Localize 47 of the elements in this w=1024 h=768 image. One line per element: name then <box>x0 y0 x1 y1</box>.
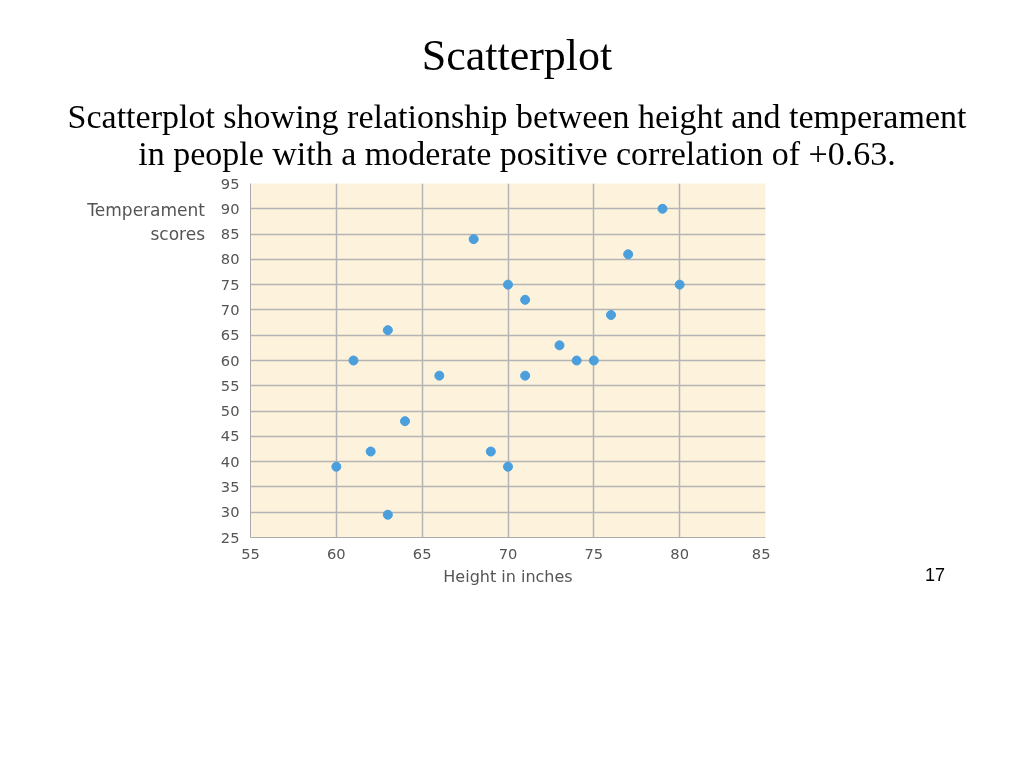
y-tick-label: 40 <box>220 452 240 470</box>
x-tick-label: 85 <box>751 544 771 562</box>
point <box>348 355 359 366</box>
point <box>331 461 342 472</box>
y-tick-label: 45 <box>220 426 240 444</box>
y-tick-label: 60 <box>220 351 240 369</box>
point <box>520 294 531 305</box>
point <box>588 355 599 366</box>
point <box>554 339 565 350</box>
x-tick-label: 60 <box>327 544 346 562</box>
point <box>382 324 393 335</box>
x-tick-label: 65 <box>412 544 432 562</box>
y-tick-label: 50 <box>220 401 240 419</box>
x-tick-label: 80 <box>670 544 689 562</box>
point <box>382 509 393 520</box>
point <box>400 415 410 426</box>
x-tick-label: 70 <box>498 544 518 562</box>
point <box>674 279 685 290</box>
chart-title: Scatterplot <box>421 30 613 82</box>
point <box>606 309 616 320</box>
point <box>503 279 513 290</box>
x-axis-title: Height in inches <box>443 566 573 586</box>
y-tick-label: 95 <box>220 174 240 192</box>
y-tick-label: 25 <box>220 528 240 546</box>
y-tick-label: 90 <box>220 199 240 217</box>
point <box>623 248 634 259</box>
y-tick-label: 35 <box>220 477 240 495</box>
y-tick-label: 85 <box>220 224 240 242</box>
chart-subtitle: Scatterplot showing relationship between height and temperament in people with a moderate positive correlation of +0.63. <box>67 97 967 173</box>
y-tick-label: 70 <box>220 300 240 318</box>
y-tick-label: 75 <box>220 275 240 293</box>
x-tick-label: 55 <box>241 544 260 562</box>
point <box>503 461 513 472</box>
x-tick-label: 75 <box>584 544 604 562</box>
point <box>365 446 376 457</box>
point <box>485 446 496 457</box>
point <box>468 233 479 244</box>
text: 17 <box>925 563 946 587</box>
point <box>571 355 582 366</box>
point <box>657 203 668 214</box>
y-tick-label: 65 <box>220 325 240 343</box>
point <box>434 370 445 381</box>
point <box>520 370 531 381</box>
y-tick-label: 30 <box>220 502 240 520</box>
y-tick-label: 55 <box>220 376 240 394</box>
y-tick-label: 80 <box>220 249 240 267</box>
y-axis-title: Temperament scores <box>86 198 205 246</box>
